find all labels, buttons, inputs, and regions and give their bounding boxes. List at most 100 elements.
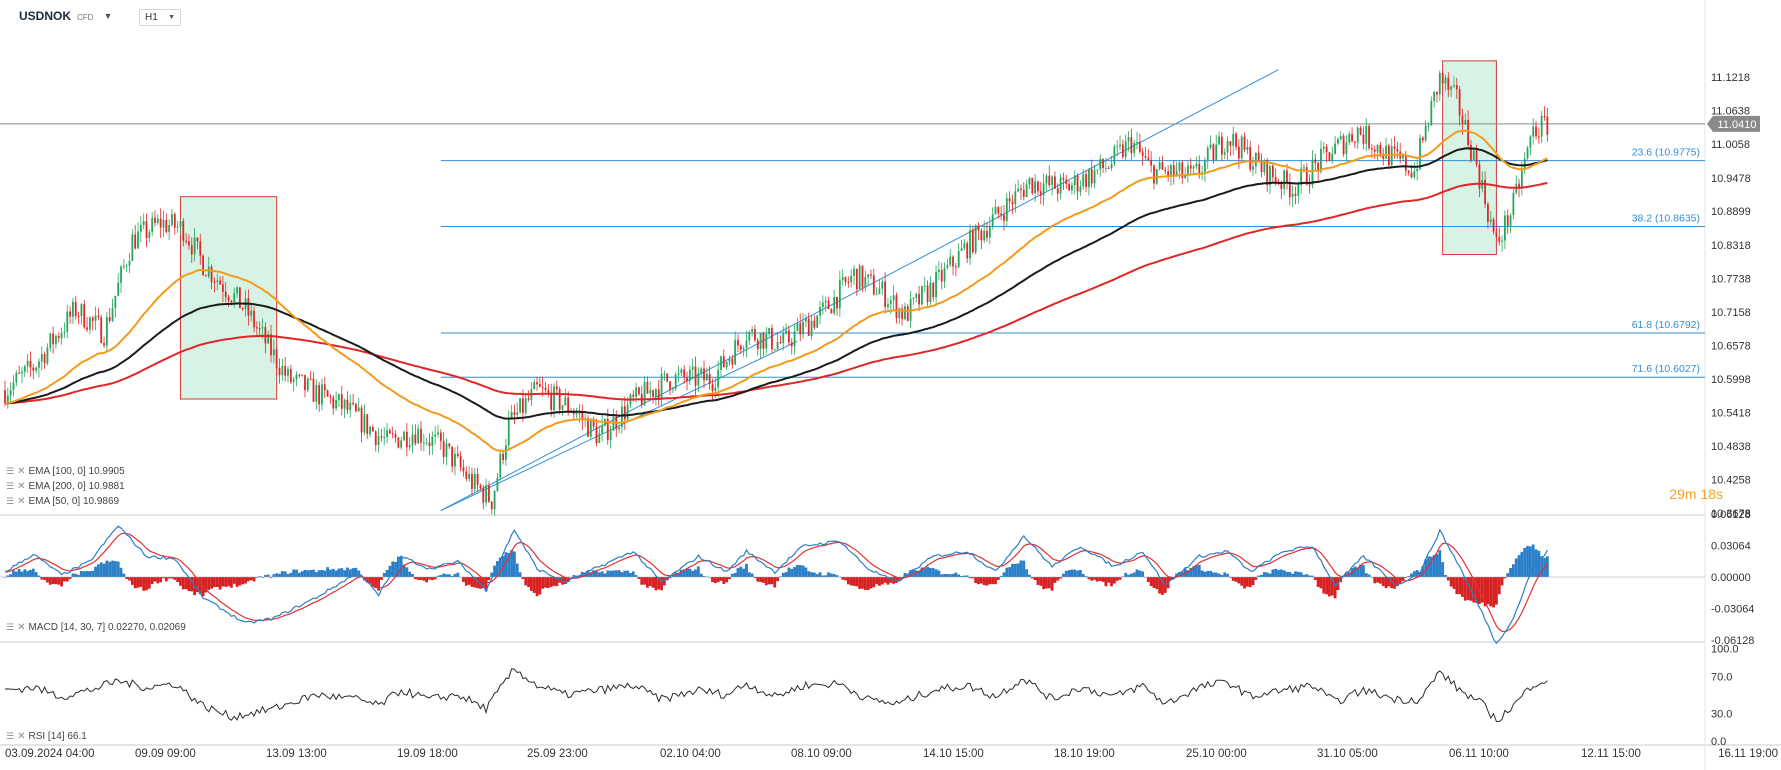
candle-body (1138, 142, 1141, 152)
macd-histogram-bar (297, 572, 301, 577)
macd-histogram-bar (122, 573, 126, 577)
settings-icon[interactable]: ☰ (6, 481, 15, 491)
candle-body (592, 419, 595, 427)
candle-body (400, 440, 403, 448)
macd-axis-tick: -0.06128 (1711, 635, 1754, 647)
candle-body (1314, 159, 1317, 163)
settings-icon[interactable]: ☰ (6, 622, 15, 632)
macd-histogram-bar (68, 577, 72, 579)
candle-body (1376, 144, 1379, 152)
remove-icon[interactable]: ✕ (17, 496, 26, 507)
macd-histogram-bar (1036, 577, 1040, 585)
macd-histogram-bar (1412, 571, 1416, 577)
candle-body (91, 317, 94, 321)
candle-body (502, 453, 504, 460)
macd-histogram-bar (1152, 577, 1156, 588)
macd-histogram-bar (603, 573, 607, 577)
candle-body (1540, 115, 1543, 137)
macd-histogram-bar (1387, 577, 1391, 587)
candle-body (521, 398, 524, 413)
macd-histogram-bar (1509, 567, 1512, 577)
macd-histogram-bar (1520, 551, 1524, 577)
candle-body (205, 275, 207, 277)
macd-histogram-bar (1217, 573, 1221, 577)
candle-body (1099, 158, 1102, 170)
macd-histogram-bar (648, 577, 652, 586)
macd-histogram-bar (1291, 573, 1295, 577)
macd-histogram-bar (756, 577, 760, 582)
macd-histogram-bar (691, 570, 695, 577)
candle-body (1172, 165, 1175, 175)
ema-200-line (4, 182, 1548, 405)
candle-body (1226, 141, 1229, 153)
candle-body (1252, 166, 1254, 170)
candle-body (1342, 135, 1345, 155)
remove-icon[interactable]: ✕ (17, 622, 26, 633)
candle-body (1113, 146, 1116, 164)
macd-histogram-bar (923, 568, 927, 577)
macd-histogram-bar (954, 572, 958, 577)
candle-body (1453, 85, 1455, 87)
macd-histogram-bar (1497, 577, 1501, 595)
macd-axis-tick: 0.06128 (1711, 509, 1751, 521)
candle-body (312, 378, 315, 402)
candle-body (168, 224, 171, 232)
macd-histogram-bar (1401, 577, 1405, 581)
remove-icon[interactable]: ✕ (17, 466, 26, 477)
macd-histogram-bar (1390, 577, 1394, 589)
candle-body (1487, 204, 1489, 222)
macd-histogram-bar (323, 570, 327, 577)
macd-histogram-bar (866, 577, 870, 590)
candle-body (1467, 120, 1470, 145)
macd-histogram-bar (1452, 577, 1456, 589)
macd-histogram-bar (31, 568, 35, 577)
remove-icon[interactable]: ✕ (17, 481, 26, 492)
macd-histogram-bar (317, 570, 321, 577)
macd-axis-tick: -0.03064 (1711, 604, 1754, 616)
macd-histogram-bar (753, 577, 757, 579)
macd-histogram-bar (832, 574, 836, 577)
settings-icon[interactable]: ☰ (6, 466, 15, 476)
chevron-down-icon[interactable]: ▼ (103, 11, 113, 21)
candle-body (142, 221, 145, 225)
macd-histogram-bar (263, 575, 267, 577)
macd-histogram-bar (348, 569, 352, 577)
settings-icon[interactable]: ☰ (6, 731, 15, 741)
candle-body (1509, 215, 1512, 226)
candle-body (1164, 169, 1167, 172)
macd-histogram-bar (1016, 563, 1020, 577)
macd-histogram-bar (1333, 577, 1337, 599)
macd-histogram-bar (1393, 577, 1396, 589)
remove-icon[interactable]: ✕ (17, 731, 26, 742)
macd-histogram-bar (1274, 568, 1278, 577)
macd-histogram-bar (784, 572, 788, 577)
macd-histogram-bar (844, 577, 847, 581)
macd-histogram-bar (439, 575, 443, 577)
macd-histogram-bar (713, 577, 717, 584)
candle-body (1294, 193, 1297, 196)
candle-body (1427, 125, 1430, 127)
macd-histogram-bar (1441, 562, 1445, 577)
candle-body (289, 369, 292, 382)
candle-body (686, 377, 688, 382)
candle-body (1167, 171, 1170, 177)
macd-histogram-bar (1240, 577, 1244, 586)
candle-body (1325, 146, 1328, 153)
candle-body (122, 266, 125, 268)
candle-body (649, 390, 652, 394)
macd-histogram-bar (476, 577, 480, 589)
macd-histogram-bar (1526, 545, 1529, 577)
candle-body (626, 404, 629, 420)
instrument-header[interactable]: USDNOK CFD ▼ (19, 9, 112, 23)
current-price-badge (1707, 115, 1760, 132)
macd-histogram-bar (1132, 572, 1136, 577)
settings-icon[interactable]: ☰ (6, 496, 15, 506)
candle-body (660, 373, 663, 399)
macd-histogram-bar (1158, 577, 1162, 594)
macd-histogram-bar (620, 572, 624, 577)
legend-rsi: ☰ ✕ RSI [14] 66.1 (6, 731, 87, 742)
timeframe-select[interactable]: H1 ▼ (139, 9, 181, 26)
candle-body (154, 217, 156, 224)
candle-body (538, 384, 541, 387)
